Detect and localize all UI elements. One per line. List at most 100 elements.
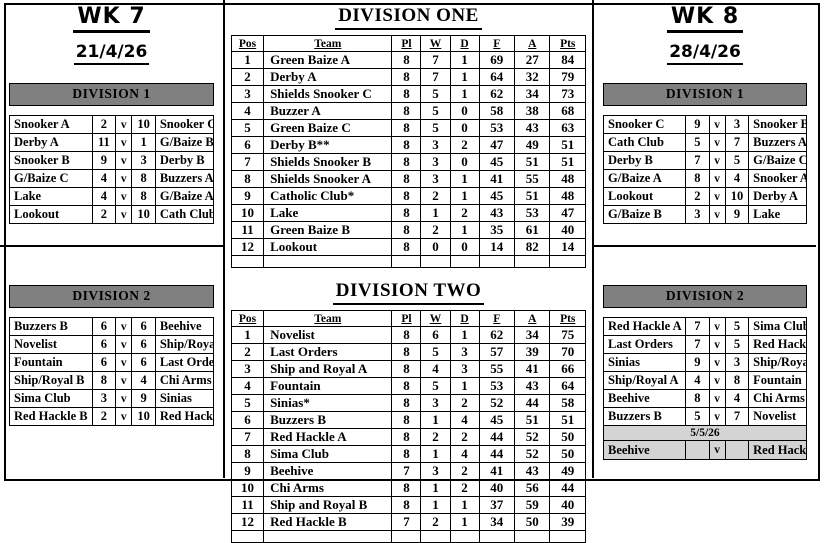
fixture-away-team: Fountain [748, 371, 807, 390]
cell-drawn: 1 [449, 513, 480, 531]
fixture-row: Buzzers B 6 v 6 Beehive [9, 317, 215, 336]
cell-played: 7 [391, 513, 422, 531]
left-division1-fixtures-body: Snooker A 2 v 10 Snooker C Derby A 11 v 1 G/Baize… [9, 115, 215, 224]
fixture-home-team: Lake [9, 187, 93, 206]
cell-won: 7 [420, 68, 451, 86]
left-panel-horizontal-divider [0, 245, 223, 247]
cell-played: 8 [391, 238, 422, 256]
cell-for: 64 [478, 68, 516, 86]
fixture-home-score [685, 440, 710, 460]
standings-row: 11 Ship and Royal B 8 1 1 37 59 40 [230, 496, 586, 514]
cell-played: 8 [391, 136, 422, 154]
right-division1-fixtures: Snooker C 9 v 3 Snooker B Cath Club 5 v 7 Buzzers… [602, 115, 807, 224]
cell-against: 51 [514, 153, 551, 171]
left-week-date: 21/4/26 [0, 42, 223, 65]
right-division2-fixtures-body: Red Hackle A 7 v 5 Sima Club Last Orders 7 v 5 Re… [602, 317, 807, 460]
cell-won: 5 [420, 343, 451, 361]
cell-position: 3 [230, 360, 265, 378]
right-week-title: WK 8 [594, 4, 816, 33]
fixture-row: Ship/Royal A 4 v 8 Fountain [602, 371, 807, 390]
cell-team: Ship and Royal B [263, 496, 393, 514]
cell-drawn: 0 [449, 102, 480, 120]
cell-drawn: 3 [449, 343, 480, 361]
column-header-d: D [449, 35, 480, 52]
cell-played: 8 [391, 153, 422, 171]
cell-against: 52 [514, 428, 551, 446]
fixture-away-team: Derby A [748, 187, 807, 206]
left-panel-divider [223, 0, 225, 478]
cell-drawn: 1 [449, 377, 480, 395]
division-one-title: DIVISION ONE [225, 5, 592, 30]
fixture-versus: v [115, 389, 133, 408]
cell-drawn: 1 [449, 496, 480, 514]
cell-for: 34 [478, 513, 516, 531]
fixture-versus: v [115, 335, 133, 354]
division-two-title: DIVISION TWO [225, 280, 592, 305]
cell-team: Catholic Club* [263, 187, 393, 205]
fixture-home-team: Beehive [602, 389, 687, 408]
cell-points: 58 [549, 394, 586, 412]
cell-against: 53 [514, 204, 551, 222]
cell-position: 12 [230, 513, 265, 531]
fixture-versus: v [708, 115, 726, 134]
cell-for: 44 [478, 428, 516, 446]
cell-position: 7 [230, 428, 265, 446]
fixture-home-score: 2 [91, 205, 117, 224]
cell-points: 40 [549, 496, 586, 514]
extra-fixture-date: 5/5/26 [603, 425, 807, 441]
fixture-home-score: 2 [91, 115, 117, 134]
cell-points: 66 [549, 360, 586, 378]
cell-drawn: 1 [449, 170, 480, 188]
column-header-d: D [449, 310, 480, 327]
cell-against: 38 [514, 102, 551, 120]
cell-for: 41 [478, 462, 516, 480]
fixture-versus: v [708, 187, 726, 206]
column-header-f: F [478, 310, 516, 327]
cell-played: 8 [391, 496, 422, 514]
cell-drawn: 4 [449, 411, 480, 429]
left-week-title: WK 7 [0, 4, 223, 33]
division-two-table: Pos Team Pl W D F A Pts 1 Novelist 8 6 1 62 34 75 2 Last… [230, 310, 586, 543]
cell-for: 40 [478, 479, 516, 497]
cell-won: 6 [420, 326, 451, 344]
fixture-versus: v [115, 371, 133, 390]
fixture-home-team: Lookout [602, 187, 687, 206]
fixture-away-team: Ship/Royal B [748, 353, 807, 372]
fixture-home-team: Snooker C [602, 115, 687, 134]
standings-row: 4 Fountain 8 5 1 53 43 64 [230, 377, 586, 395]
fixture-row: Lookout 2 v 10 Cath Club [9, 205, 215, 224]
cell-position: 9 [230, 462, 265, 480]
cell-blank [449, 255, 480, 268]
right-panel-divider [592, 0, 594, 478]
cell-for: 45 [478, 153, 516, 171]
cell-team: Derby B** [263, 136, 393, 154]
fixture-versus: v [115, 353, 133, 372]
left-division2-fixtures: Buzzers B 6 v 6 Beehive Novelist 6 v 6 Ship/Royal… [9, 317, 215, 426]
cell-position: 6 [230, 411, 265, 429]
fixture-row: G/Baize A 8 v 4 Snooker A [602, 169, 807, 188]
standings-row: 9 Catholic Club* 8 2 1 45 51 48 [230, 187, 586, 205]
cell-points: 75 [549, 326, 586, 344]
cell-team: Shields Snooker B [263, 153, 393, 171]
fixture-row: Cath Club 5 v 7 Buzzers A [602, 133, 807, 152]
fixture-away-team: Red Hackle A [154, 407, 215, 426]
fixture-home-score: 5 [685, 407, 710, 426]
cell-played: 8 [391, 170, 422, 188]
cell-drawn: 1 [449, 221, 480, 239]
column-header-team: Team [263, 310, 393, 327]
column-header-a: A [514, 35, 551, 52]
fixture-home-team: Buzzers B [9, 317, 93, 336]
cell-won: 2 [420, 513, 451, 531]
cell-for: 62 [478, 326, 516, 344]
cell-against: 50 [514, 513, 551, 531]
cell-blank [449, 530, 480, 543]
fixture-row: Beehive 8 v 4 Chi Arms [602, 389, 807, 408]
cell-position: 1 [230, 51, 265, 69]
cell-position: 3 [230, 85, 265, 103]
fixture-home-team: Derby A [9, 133, 93, 152]
fixture-away-score: 1 [131, 133, 156, 152]
cell-blank [514, 530, 551, 543]
fixture-row: Snooker B 9 v 3 Derby B [9, 151, 215, 170]
fixture-home-team: Derby B [602, 151, 687, 170]
cell-drawn: 2 [449, 428, 480, 446]
